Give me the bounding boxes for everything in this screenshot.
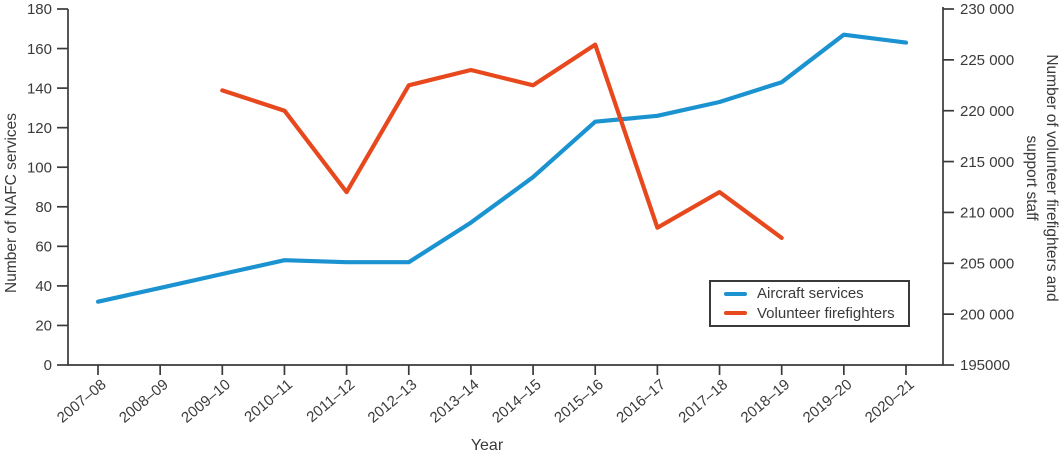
y-right-tick-label: 195000 <box>960 357 1010 374</box>
y-left-tick-label: 140 <box>27 80 52 97</box>
series-lines <box>95 32 909 304</box>
x-tick-label: 2017–18 <box>675 376 731 427</box>
x-tick-label: 2008–09 <box>116 376 172 427</box>
legend-label-aircraft-services: Aircraft services <box>757 285 864 303</box>
y-left-tick-label: 80 <box>35 199 52 216</box>
y-left-tick-label: 20 <box>35 318 52 335</box>
y-left-tick-label: 160 <box>27 41 52 58</box>
y-left-tick-label: 180 <box>27 1 52 18</box>
y-right-tick-label: 200 000 <box>960 306 1014 323</box>
x-tick-label: 2012–13 <box>365 376 421 427</box>
x-tick-label: 2020–21 <box>862 376 918 427</box>
y-left-tick-label: 120 <box>27 120 52 137</box>
legend-item-volunteer-firefighters: Volunteer firefighters <box>724 306 908 321</box>
series-line-volunteer-firefighters <box>220 42 784 240</box>
y-right-tick-label: 215 000 <box>960 154 1014 171</box>
series-line-aircraft-services <box>95 32 909 304</box>
y-left-tick-label: 40 <box>35 278 52 295</box>
y-right-tick-label: 230 000 <box>960 1 1014 18</box>
x-tick-label: 2013–14 <box>427 376 483 427</box>
x-tick-label: 2016–17 <box>613 376 669 427</box>
y-right-tick-label: 210 000 <box>960 205 1014 222</box>
x-axis-title: Year <box>471 437 504 454</box>
legend-item-aircraft-services: Aircraft services <box>724 286 908 301</box>
y-axis-left-title: Number of NAFC services <box>3 113 20 293</box>
y-axis-right-ticks: 230 000 225 000 220 000 215 000 210 000 205 0… <box>943 1 1014 374</box>
y-axis-left-ticks: 0 20 40 60 80 100 120 140 160 180 <box>27 1 68 374</box>
legend-swatch-volunteer-firefighters <box>724 311 747 315</box>
x-tick-label: 2007–08 <box>54 376 110 427</box>
x-tick-label: 2010–11 <box>241 376 296 426</box>
y-right-tick-label: 225 000 <box>960 52 1014 69</box>
x-tick-label: 2015–16 <box>551 376 607 427</box>
y-axis-right-title-line1: Number of volunteer firefighters and <box>1043 54 1060 301</box>
x-tick-label: 2014–15 <box>489 376 545 427</box>
legend: Aircraft services Volunteer firefighters <box>709 280 910 327</box>
legend-swatch-aircraft-services <box>724 292 747 296</box>
y-left-tick-label: 0 <box>44 357 52 374</box>
x-axis-ticks: 2007–08 2008–09 2009–10 2010–11 2011–12 2012–… <box>54 365 918 427</box>
x-tick-label: 2011–12 <box>303 376 358 426</box>
y-axis-right-title-line2: support staff <box>1023 135 1040 221</box>
x-tick-label: 2019–20 <box>800 376 856 427</box>
axis-spines <box>67 7 944 366</box>
x-tick-label: 2009–10 <box>178 376 234 427</box>
x-tick-label: 2018–19 <box>738 376 794 427</box>
y-right-tick-label: 220 000 <box>960 103 1014 120</box>
y-left-tick-label: 100 <box>27 159 52 176</box>
y-left-tick-label: 60 <box>35 239 52 256</box>
legend-label-volunteer-firefighters: Volunteer firefighters <box>757 304 895 322</box>
y-right-tick-label: 205 000 <box>960 255 1014 272</box>
